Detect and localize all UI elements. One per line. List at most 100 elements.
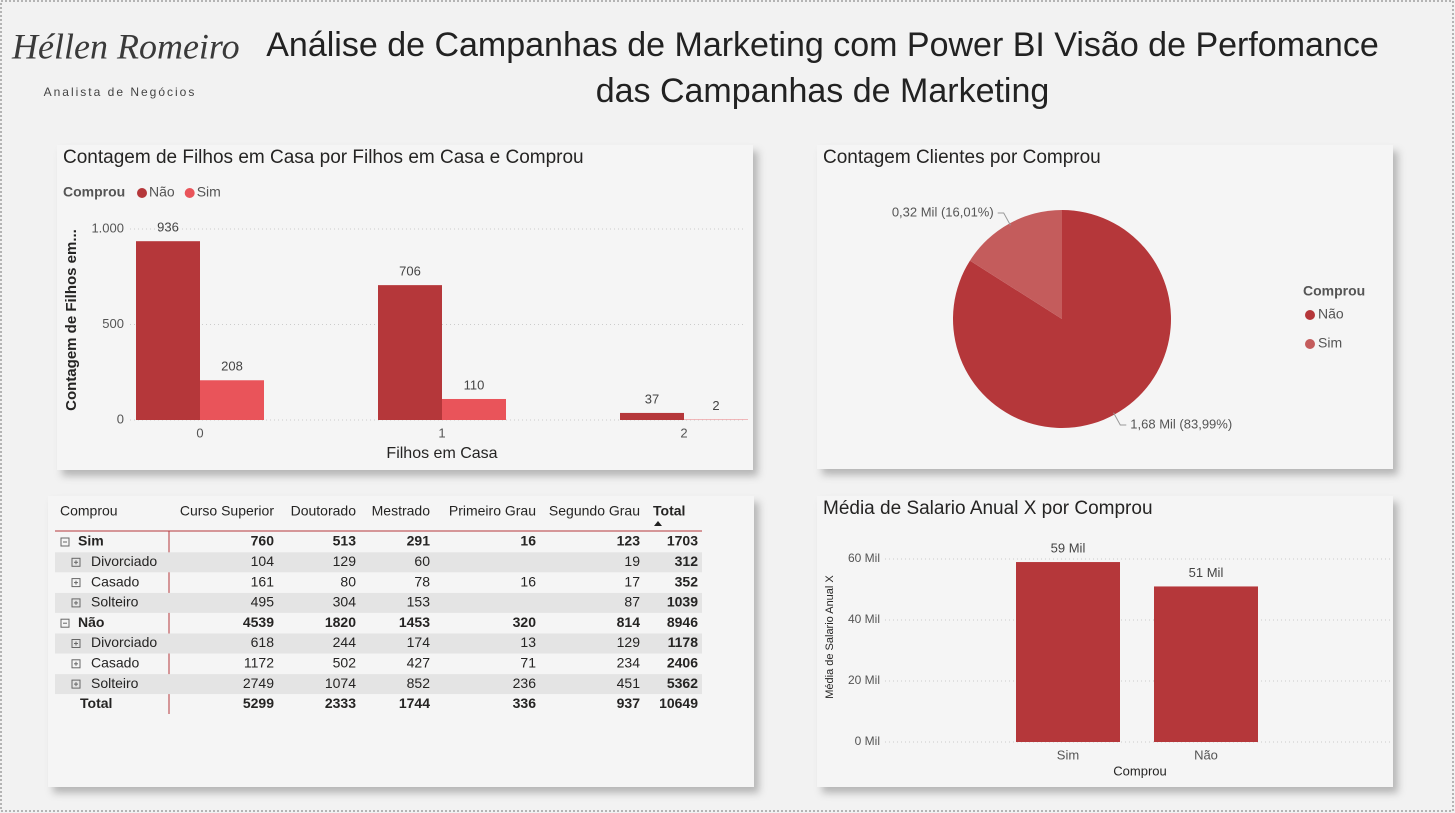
bar <box>378 285 442 420</box>
legend-swatch <box>1305 339 1315 349</box>
cell: 502 <box>333 655 357 671</box>
cell: 1703 <box>667 533 698 549</box>
cell: 2333 <box>325 695 356 711</box>
row-label: Divorciado <box>91 553 157 569</box>
column-header: Mestrado <box>372 503 431 519</box>
row-label: Não <box>78 614 104 630</box>
column-header: Comprou <box>60 503 118 519</box>
expand-icon <box>71 557 81 567</box>
data-label: 51 Mil <box>1189 565 1224 580</box>
logo-subtitle: Analista de Negócios <box>44 85 197 99</box>
data-label: 0,32 Mil (16,01%) <box>892 204 994 219</box>
row-band <box>55 592 702 613</box>
column-header: Primeiro Grau <box>449 503 536 519</box>
cell: 5299 <box>243 695 274 711</box>
bar <box>1154 586 1258 742</box>
legend-label: Não <box>149 184 175 200</box>
cell: 71 <box>520 655 536 671</box>
row-band <box>55 633 702 654</box>
expand-icon <box>60 537 70 547</box>
row-label: Casado <box>91 655 139 671</box>
row-band <box>55 552 702 573</box>
cell: 13 <box>520 634 536 650</box>
legend-swatch <box>184 188 195 198</box>
logo-name: Héllen Romeiro <box>11 26 240 66</box>
chart-title: Contagem Clientes por Comprou <box>823 147 1101 168</box>
y-tick-label: 1.000 <box>91 220 124 235</box>
cell: 1744 <box>399 695 430 711</box>
cell: 513 <box>333 533 357 549</box>
data-label: 706 <box>399 264 421 279</box>
data-label: 208 <box>221 359 243 374</box>
cell: 60 <box>414 553 430 569</box>
row-label: Solteiro <box>91 594 139 610</box>
cell: 427 <box>407 655 431 671</box>
expand-icon <box>60 618 70 628</box>
cell: 16 <box>520 533 536 549</box>
bar <box>1016 562 1120 742</box>
column-header: Segundo Grau <box>549 503 640 519</box>
bar <box>442 398 506 420</box>
page-title: Análise de Campanhas de Marketing com Po… <box>266 26 1379 110</box>
y-tick-label: 0 Mil <box>855 734 880 748</box>
y-tick-label: 20 Mil <box>848 673 880 687</box>
chart-title: Contagem de Filhos em Casa por Filhos em… <box>63 147 584 168</box>
cell: 174 <box>407 634 431 650</box>
legend-title: Comprou <box>1303 283 1365 299</box>
cell: 2406 <box>667 655 698 671</box>
row-label: Sim <box>78 533 104 549</box>
data-label: 37 <box>645 391 659 406</box>
column-header: Total <box>653 503 685 519</box>
cell: 814 <box>617 614 641 630</box>
data-label: 110 <box>464 377 485 392</box>
column-header: Doutorado <box>291 503 357 519</box>
x-tick-label: Não <box>1194 747 1218 762</box>
legend-swatch <box>137 188 147 198</box>
row-band <box>55 674 702 695</box>
y-tick-label: 40 Mil <box>848 612 880 626</box>
cell: 234 <box>617 655 641 671</box>
row-label: Total <box>80 695 112 711</box>
cell: 495 <box>251 594 275 610</box>
cell: 852 <box>407 675 431 691</box>
cell: 4539 <box>243 614 274 630</box>
cell: 451 <box>617 675 641 691</box>
cell: 244 <box>333 634 357 650</box>
legend-title: Comprou <box>63 184 125 200</box>
legend-label: Não <box>1318 306 1344 322</box>
cell: 129 <box>617 634 641 650</box>
row-label: Solteiro <box>91 675 139 691</box>
x-tick-label: 1 <box>438 425 445 440</box>
cell: 1178 <box>668 634 699 650</box>
leader-line <box>997 212 1011 226</box>
cell: 161 <box>251 573 275 589</box>
y-tick-label: 60 Mil <box>848 551 880 565</box>
expand-icon <box>71 639 81 648</box>
y-axis-label: Média de Salario Anual X <box>824 575 836 699</box>
y-axis-label: Contagem de Filhos em... <box>63 229 80 411</box>
cell: 8946 <box>667 614 698 630</box>
cell: 320 <box>513 614 537 630</box>
legend-swatch <box>1305 310 1315 320</box>
cell: 87 <box>624 594 640 610</box>
x-tick-label: 0 <box>196 425 203 440</box>
cell: 80 <box>340 573 356 589</box>
cell: 312 <box>675 553 699 569</box>
chart-title: Média de Salario Anual X por Comprou <box>823 498 1153 519</box>
cell: 1453 <box>399 614 430 630</box>
x-axis-label: Filhos em Casa <box>386 445 497 462</box>
cell: 1074 <box>325 675 356 691</box>
x-tick-label: Sim <box>1057 747 1079 762</box>
cell: 618 <box>251 634 275 650</box>
cell: 16 <box>520 573 536 589</box>
cell: 19 <box>624 553 640 569</box>
cell: 104 <box>251 553 275 569</box>
cell: 1039 <box>667 594 698 610</box>
legend-label: Sim <box>1318 335 1342 351</box>
cell: 78 <box>414 573 430 589</box>
expand-icon <box>71 578 81 588</box>
cell: 10649 <box>659 695 698 711</box>
